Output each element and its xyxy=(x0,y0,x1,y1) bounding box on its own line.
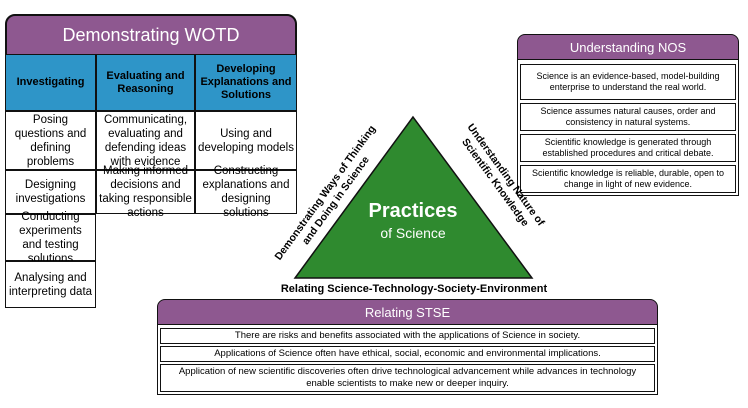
nos-list: Science is an evidence-based, model-buil… xyxy=(517,60,739,196)
stse-list: There are risks and benefits associated … xyxy=(157,325,658,395)
stse-item: There are risks and benefits associated … xyxy=(160,328,655,344)
stse-title: Relating STSE xyxy=(157,299,658,325)
stse-item: Application of new scientific discoverie… xyxy=(160,364,655,392)
wotd-panel: Demonstrating WOTD Investigating Posing … xyxy=(5,14,299,308)
triangle-title: Practices of Science xyxy=(340,200,486,241)
wotd-cell: Making informed decisions and taking res… xyxy=(96,165,195,219)
nos-item: Scientific knowledge is generated throug… xyxy=(520,134,736,162)
triangle-title-sub: of Science xyxy=(380,225,446,241)
wotd-cell: Communicating, evaluating and defending … xyxy=(96,111,195,170)
nos-panel: Understanding NOS Science is an evidence… xyxy=(517,34,739,196)
wotd-cell: Using and developing models xyxy=(195,111,297,170)
triangle-shape xyxy=(293,115,534,279)
stse-item: Applications of Science often have ethic… xyxy=(160,346,655,362)
wotd-cell: Designing investigations xyxy=(5,170,96,214)
stse-panel: Relating STSE There are risks and benefi… xyxy=(157,299,658,395)
column-header: Evaluating and Reasoning xyxy=(96,54,195,111)
wotd-cell: Posing questions and defining problems xyxy=(5,111,96,170)
column-header: Developing Explanations and Solutions xyxy=(195,54,297,111)
wotd-cell: Analysing and interpreting data xyxy=(5,261,96,308)
wotd-cell: Conducting experiments and testing solut… xyxy=(5,211,96,265)
triangle-title-main: Practices xyxy=(368,200,458,222)
column-header: Investigating xyxy=(5,54,96,111)
nos-item: Scientific knowledge is reliable, durabl… xyxy=(520,165,736,193)
nos-item: Science is an evidence-based, model-buil… xyxy=(520,64,736,100)
wotd-cell: Constructing explanations and designing … xyxy=(195,165,297,219)
triangle-base-label: Relating Science-Technology-Society-Envi… xyxy=(280,283,548,295)
nos-title: Understanding NOS xyxy=(517,34,739,60)
nos-item: Science assumes natural causes, order an… xyxy=(520,103,736,131)
wotd-title: Demonstrating WOTD xyxy=(5,14,297,56)
